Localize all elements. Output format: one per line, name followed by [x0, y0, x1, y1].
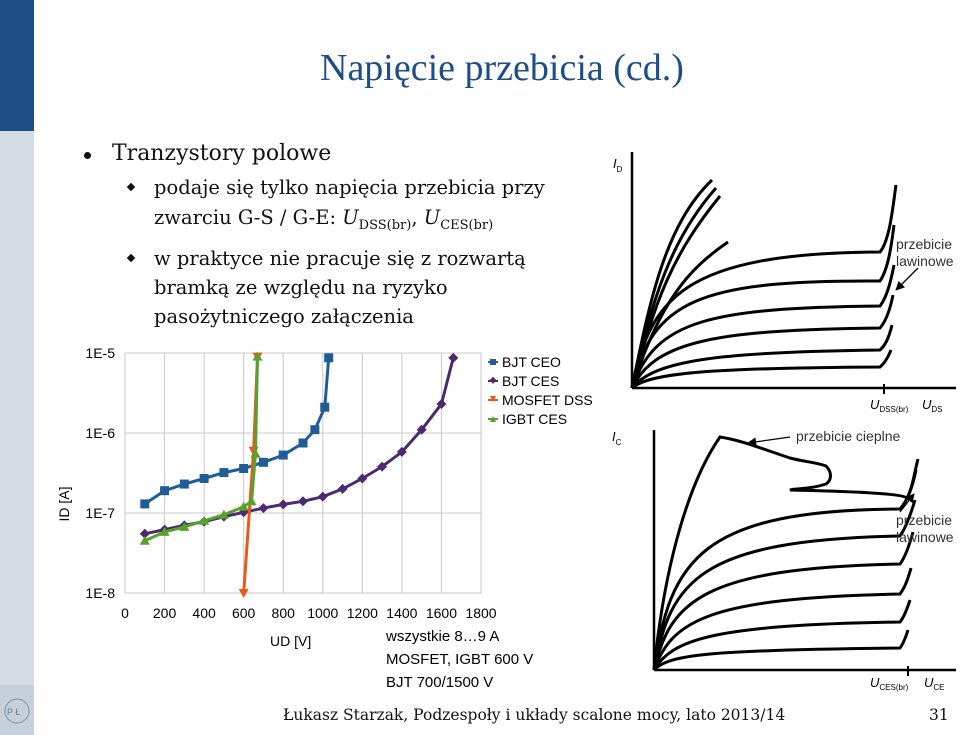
chart-series	[139, 351, 459, 598]
data-point	[159, 526, 170, 536]
x-tick-label: 1400	[386, 605, 417, 621]
chart-grid	[124, 352, 482, 594]
data-point	[416, 424, 427, 435]
sub-bullet-1-line1: podaje się tylko napięcia przebicia przy	[154, 176, 545, 199]
data-point	[238, 501, 249, 511]
data-point	[310, 425, 320, 435]
legend-igbt-ces: IGBT CES	[502, 411, 567, 427]
footer-text: Łukasz Starzak, Podzespoły i układy scal…	[283, 706, 786, 724]
avalanche-label-bottom: przebicie lawinowe	[896, 512, 954, 545]
data-point	[258, 457, 268, 467]
sub-bullet-2-line1: w praktyce nie pracuje się z rozwartą	[154, 247, 526, 270]
x-tick-label: 600	[232, 605, 256, 621]
legend-bjt-ceo: BJT CEO	[502, 354, 561, 370]
y-tick-label: 1E-6	[85, 425, 115, 441]
data-point	[298, 496, 308, 507]
uce-br-label: UCES(br)	[870, 675, 909, 692]
subscript-ces: CES(br)	[440, 217, 494, 233]
data-point	[252, 351, 263, 361]
subscript-dss: DSS(br)	[358, 217, 412, 233]
bullet-dot	[84, 152, 91, 159]
x-tick-label: 200	[153, 605, 177, 621]
symbol-u: U	[342, 206, 359, 229]
uce-label: UCE	[924, 675, 945, 692]
data-point	[238, 589, 249, 598]
sub-bullet-2-line3: pasożytniczego załączenia	[154, 305, 414, 328]
separator: ,	[411, 206, 424, 229]
data-point	[278, 450, 288, 460]
data-point	[396, 446, 407, 457]
x-tick-label: 1000	[307, 605, 338, 621]
data-point	[239, 463, 249, 473]
data-point	[139, 535, 150, 545]
svg-text:P Ł: P Ł	[7, 707, 20, 717]
uds-br-label: UDSS(br)	[870, 397, 909, 414]
id-label: ID	[613, 156, 623, 174]
data-point	[317, 491, 328, 502]
university-logo: P Ł	[0, 685, 34, 735]
x-tick-label: 1800	[465, 605, 496, 621]
data-point	[258, 503, 269, 514]
sidebar-header-block	[0, 0, 34, 131]
data-point	[246, 496, 257, 506]
data-point	[377, 461, 388, 472]
data-point	[199, 473, 209, 483]
thermal-breakdown-label: przebicie cieplne	[796, 428, 900, 444]
data-point	[436, 399, 447, 410]
data-point	[324, 353, 334, 363]
sub-bullet-2-line2: bramką ze względu na ryzyko	[154, 276, 448, 299]
uds-label: UDS	[922, 397, 943, 414]
chart-legend: BJT CEO BJT CES MOSFET DSS IGBT CES	[488, 354, 593, 427]
data-point	[199, 515, 210, 525]
slide-title: Napięcie przebicia (cd.)	[320, 47, 684, 89]
line-prefix: zwarciu G-S / G-E:	[154, 206, 343, 229]
data-point	[219, 468, 229, 478]
ic-label: IC	[612, 429, 622, 447]
data-point	[448, 352, 459, 363]
sub-bullet-1-line2: zwarciu G-S / G-E: UDSS(br), UCES(br)	[154, 206, 493, 233]
data-point	[238, 507, 249, 518]
bullet-level1: Tranzystory polowe	[112, 141, 332, 166]
data-point	[139, 528, 150, 539]
data-point	[278, 499, 289, 510]
note-line1: wszystkie 8…9 A	[385, 628, 499, 645]
page-number: 31	[929, 706, 949, 724]
y-tick-label: 1E-5	[85, 345, 115, 361]
note-line3: BJT 700/1500 V	[386, 674, 493, 691]
data-point	[179, 521, 190, 531]
data-point	[357, 473, 368, 484]
avalanche-label-top: przebicie lawinowe	[896, 236, 954, 269]
data-point	[298, 438, 308, 448]
y-tick-label: 1E-8	[85, 585, 115, 601]
symbol-u: U	[423, 206, 441, 229]
data-point	[337, 483, 348, 494]
y-tick-label: 1E-7	[85, 505, 115, 521]
x-tick-label: 1200	[347, 605, 378, 621]
x-tick-label: 400	[192, 605, 216, 621]
note-line2: MOSFET, IGBT 600 V	[386, 651, 533, 668]
chart-ticks: 0 200 400 600 800 1000 1200 1400 1600 1800 1E-5 1E-…	[85, 345, 496, 621]
legend-mosfet-dss: MOSFET DSS	[502, 392, 593, 408]
data-point	[179, 479, 189, 489]
data-point	[250, 448, 261, 458]
data-point	[140, 499, 150, 509]
x-tick-label: 0	[121, 605, 129, 621]
x-tick-label: 800	[272, 605, 296, 621]
legend-bjt-ces: BJT CES	[502, 373, 559, 389]
data-point	[320, 402, 330, 412]
data-point	[218, 509, 229, 519]
x-axis-label: UD [V]	[270, 633, 311, 649]
y-axis-label: ID [A]	[56, 486, 72, 521]
x-tick-label: 1600	[426, 605, 457, 621]
data-point	[160, 486, 170, 496]
